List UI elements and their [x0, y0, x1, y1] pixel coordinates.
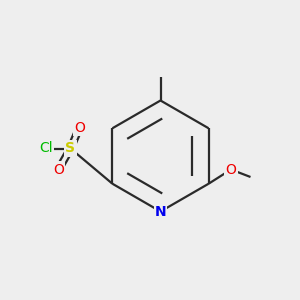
Text: N: N — [155, 205, 166, 218]
Text: O: O — [226, 163, 236, 176]
Text: O: O — [53, 163, 64, 176]
Text: O: O — [74, 121, 85, 134]
Text: Cl: Cl — [40, 142, 53, 155]
Text: S: S — [65, 142, 76, 155]
